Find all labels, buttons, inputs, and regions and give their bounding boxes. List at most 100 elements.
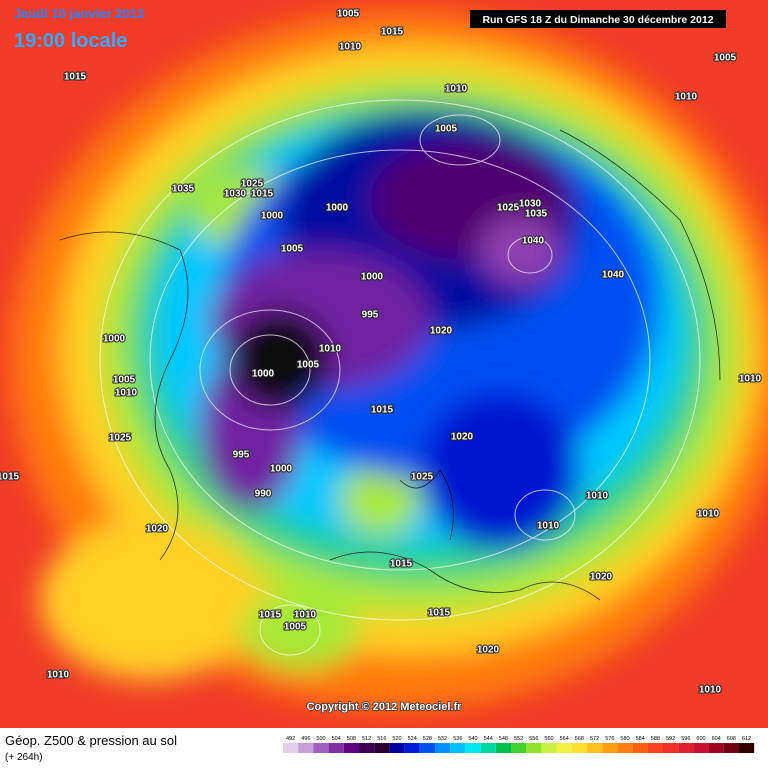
isobar-label: 1010	[739, 374, 762, 385]
isobar-label: 1005	[281, 244, 304, 255]
legend-swatch	[313, 743, 329, 753]
legend-value: 512	[362, 736, 371, 742]
legend-swatch	[283, 743, 299, 753]
isobar-label: 1000	[270, 464, 293, 475]
color-legend: 492 496 500 504 508 512 516 520 524 528 532 536 540 5…	[283, 736, 755, 753]
legend-swatch	[587, 743, 603, 753]
legend-swatch	[571, 743, 587, 753]
isobar-label: 1040	[522, 236, 545, 247]
map-field	[0, 0, 768, 728]
legend-swatch	[495, 743, 511, 753]
legend-swatch	[617, 743, 633, 753]
isobar-label: 1000	[361, 272, 384, 283]
legend-swatch	[663, 743, 679, 753]
legend-value: 612	[742, 736, 751, 742]
legend-value: 592	[666, 736, 675, 742]
copyright: Copyright © 2012 Meteociel.fr	[307, 701, 463, 713]
isobar-label: 1015	[381, 27, 404, 38]
legend-swatch	[343, 743, 359, 753]
isobar-label: 1015	[259, 610, 282, 621]
isobar-label: 1020	[590, 572, 613, 583]
legend-value: 548	[499, 736, 508, 742]
isobar-label: 1025	[497, 203, 520, 214]
isobar-label: 1005	[337, 9, 360, 20]
isobar-label: 1000	[326, 203, 349, 214]
legend-swatch	[328, 743, 344, 753]
isobar-label: 1010	[586, 491, 609, 502]
run-info: Run GFS 18 Z du Dimanche 30 décembre 201…	[482, 14, 713, 26]
isobar-label: 1010	[675, 92, 698, 103]
isobar-label: 995	[362, 310, 379, 321]
legend-value: 544	[484, 736, 493, 742]
legend-value: 528	[423, 736, 432, 742]
isobar-label: 1015	[64, 72, 87, 83]
footer-lead: (+ 264h)	[5, 752, 43, 763]
legend-swatch	[404, 743, 420, 753]
isobar-label: 1010	[339, 42, 362, 53]
forecast-date: Jeudi 10 janvier 2013	[14, 6, 144, 21]
legend-swatch	[374, 743, 390, 753]
isobar-label: 1030	[519, 199, 542, 210]
legend-swatch	[450, 743, 466, 753]
legend-swatch	[511, 743, 527, 753]
legend-swatch	[480, 743, 496, 753]
legend-value: 496	[301, 736, 310, 742]
legend-value: 552	[514, 736, 523, 742]
forecast-time: 19:00 locale	[14, 30, 127, 52]
isobar-label: 1025	[241, 179, 264, 190]
legend-swatch	[435, 743, 451, 753]
legend-value: 568	[575, 736, 584, 742]
legend-value: 588	[651, 736, 660, 742]
legend-swatch	[632, 743, 648, 753]
isobar-label: 1035	[172, 184, 195, 195]
isobar-label: 1030	[224, 189, 247, 200]
legend-value: 520	[392, 736, 401, 742]
legend-swatch	[419, 743, 435, 753]
legend-swatch	[298, 743, 314, 753]
legend-swatch	[678, 743, 694, 753]
legend-value: 556	[529, 736, 538, 742]
legend-value: 504	[332, 736, 341, 742]
legend-swatch	[359, 743, 375, 753]
isobar-label: 1010	[445, 84, 468, 95]
isobar-label: 1010	[115, 388, 138, 399]
legend-value: 500	[316, 736, 325, 742]
legend-value: 596	[681, 736, 690, 742]
isobar-label: 1015	[371, 405, 394, 416]
isobar-label: 1005	[714, 53, 737, 64]
legend-swatch	[526, 743, 542, 753]
legend-value: 584	[636, 736, 645, 742]
isobar-label: 990	[255, 489, 272, 500]
isobar-label: 1015	[0, 472, 20, 483]
isobar-label: 1015	[251, 189, 274, 200]
isobar-label: 1020	[477, 645, 500, 656]
legend-swatch	[389, 743, 405, 753]
legend-value: 536	[453, 736, 462, 742]
isobar-label: 1015	[390, 559, 413, 570]
isobar-label: 1015	[428, 608, 451, 619]
isobar-label: 1010	[699, 685, 722, 696]
legend-swatch	[708, 743, 724, 753]
legend-value: 508	[347, 736, 356, 742]
isobar-label: 1010	[697, 509, 720, 520]
legend-value: 564	[560, 736, 569, 742]
isobar-label: 1005	[435, 124, 458, 135]
legend-swatch	[647, 743, 663, 753]
legend-value: 540	[468, 736, 477, 742]
legend-value: 580	[620, 736, 629, 742]
legend-value: 524	[408, 736, 417, 742]
legend-swatch	[602, 743, 618, 753]
legend-value: 608	[727, 736, 736, 742]
isobar-label: 1005	[284, 622, 307, 633]
run-box	[470, 10, 726, 28]
legend-value: 604	[712, 736, 721, 742]
legend-value: 532	[438, 736, 447, 742]
legend-swatch	[465, 743, 481, 753]
isobar-label: 1000	[261, 211, 284, 222]
legend-value: 492	[286, 736, 295, 742]
isobar-label: 1040	[602, 270, 625, 281]
isobar-label: 1010	[294, 610, 317, 621]
isobar-label: 1000	[252, 369, 275, 380]
